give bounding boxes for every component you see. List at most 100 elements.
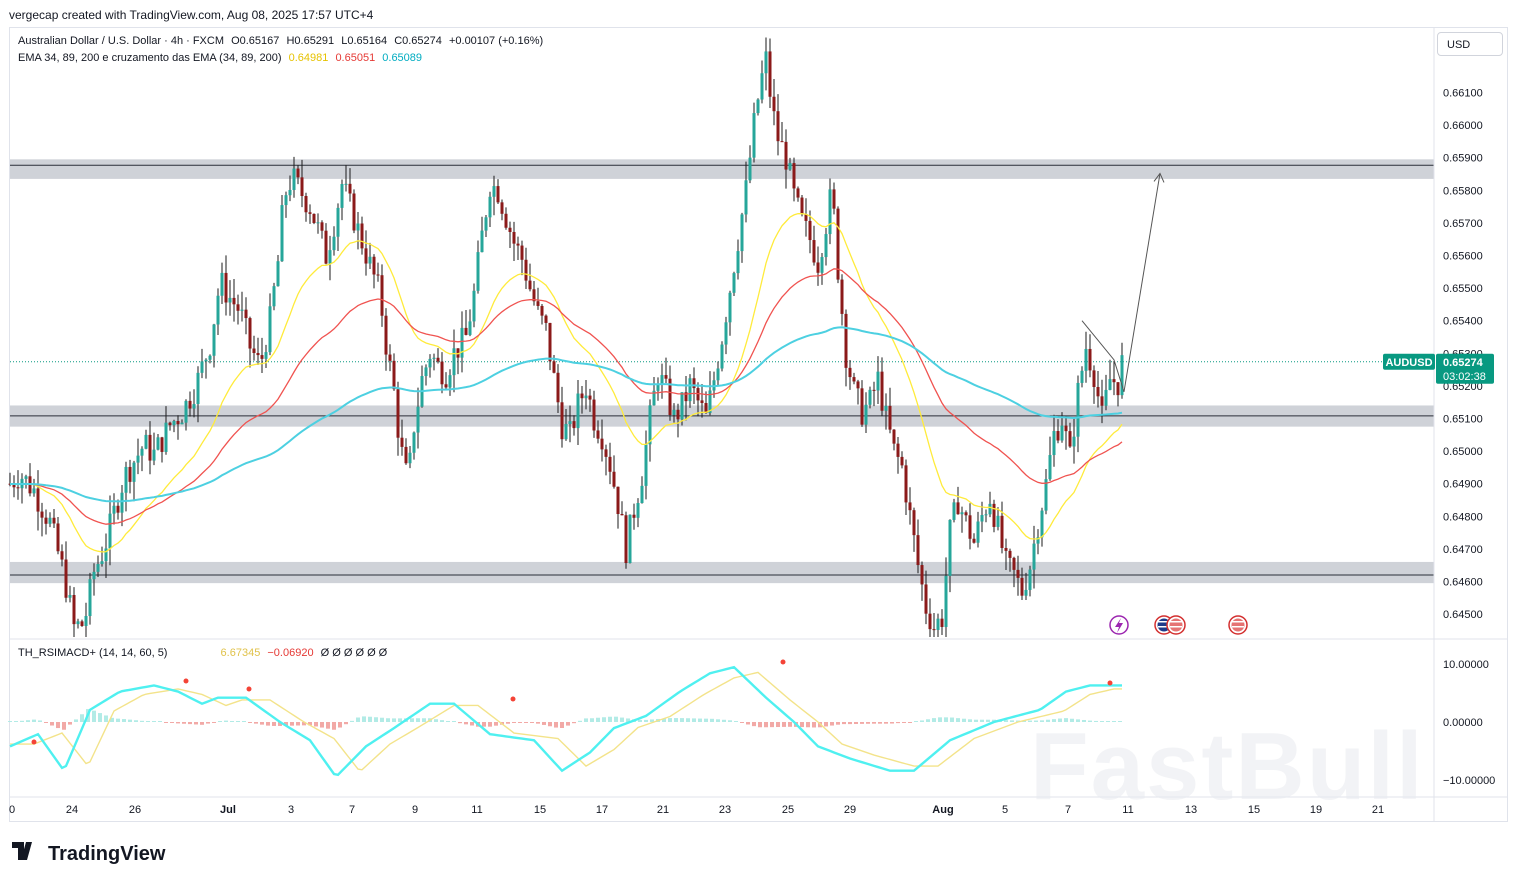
candle-159 <box>644 430 648 500</box>
osc-hist-bar <box>626 718 630 722</box>
candle-129 <box>524 247 528 290</box>
candle-112 <box>456 348 460 375</box>
osc-hist-bar <box>674 718 678 722</box>
osc-hist-bar <box>860 722 864 724</box>
candle-249 <box>1004 538 1008 571</box>
osc-value-2: −0.06920 <box>267 647 314 659</box>
osc-hist-bar <box>26 720 30 722</box>
candle-body <box>556 372 560 403</box>
candle-36 <box>152 432 156 466</box>
candle-body <box>552 361 556 373</box>
candle-body <box>584 395 588 399</box>
osc-hist-bar <box>266 722 270 726</box>
candle-body <box>544 315 548 323</box>
candle-body <box>996 515 1000 527</box>
candle-body <box>536 301 540 306</box>
osc-hist-bar <box>308 722 312 726</box>
candle-252 <box>1016 555 1020 596</box>
price-tick: 0.64800 <box>1443 511 1483 523</box>
osc-hist-bar <box>524 722 528 723</box>
drawn-wedge <box>1081 320 1125 392</box>
candle-body <box>108 513 112 549</box>
chart-frame <box>9 27 1508 822</box>
candle-47 <box>196 366 200 423</box>
osc-hist-bar <box>728 720 732 722</box>
osc-hist-bar <box>158 721 162 722</box>
candle-86 <box>352 189 356 234</box>
osc-hist-bar <box>734 721 738 722</box>
candle-59 <box>244 297 248 335</box>
tradingview-logo[interactable]: TradingView <box>12 834 165 866</box>
candle-130 <box>528 263 532 292</box>
candle-body <box>640 485 644 504</box>
candle-270 <box>1088 334 1092 378</box>
candle-217 <box>876 356 880 405</box>
candle-body <box>504 213 508 228</box>
candle-12 <box>56 517 60 555</box>
candle-52 <box>216 288 220 336</box>
candle-body <box>924 584 928 614</box>
osc-hist-bar <box>806 722 810 728</box>
candle-245 <box>988 491 992 518</box>
osc-hist-bar <box>296 722 300 726</box>
osc-hist-bar <box>122 719 126 722</box>
osc-hist-bar <box>554 722 558 728</box>
candle-body <box>932 629 936 631</box>
osc-hist-bar <box>608 716 612 722</box>
candle-body <box>1068 431 1072 447</box>
candle-body <box>360 223 364 249</box>
flag-stripe <box>1232 626 1244 628</box>
osc-hist-bar <box>596 717 600 722</box>
candle-body <box>520 245 524 260</box>
legend-open: O0.65167 <box>231 35 280 47</box>
candle-body <box>796 188 800 198</box>
candle-body <box>888 405 892 430</box>
candle-body <box>748 157 752 181</box>
candle-46 <box>192 389 196 418</box>
ema-89-line <box>9 268 1123 525</box>
price-tick: 0.65100 <box>1443 414 1483 426</box>
osc-hist-bar <box>1028 720 1032 722</box>
candle-body <box>792 163 796 189</box>
candle-body <box>264 352 268 359</box>
ema89-value: 0.65051 <box>335 52 376 64</box>
candle-157 <box>636 498 640 528</box>
osc-hist-bar <box>722 719 726 722</box>
osc-hist-bar <box>974 719 978 722</box>
candle-body <box>440 361 444 385</box>
osc-hist-bar <box>80 714 84 722</box>
candle-142 <box>576 380 580 446</box>
candle-body <box>940 618 944 627</box>
candle-body <box>304 195 308 213</box>
candle-body <box>356 223 360 231</box>
osc-hist-bar <box>512 722 516 723</box>
candle-body <box>208 355 212 360</box>
candle-body <box>228 297 232 303</box>
osc-hist-bar <box>92 710 96 722</box>
candle-body <box>1028 569 1032 590</box>
candle-94 <box>384 308 388 371</box>
osc-hist-bar <box>980 719 984 722</box>
candle-body <box>340 184 344 208</box>
candle-166 <box>672 403 676 423</box>
osc-hist-bar <box>848 722 852 725</box>
projection-arrowhead <box>1153 172 1165 183</box>
osc-hist-bar <box>1064 718 1068 722</box>
candle-220 <box>888 387 892 434</box>
osc-hist-bar <box>170 722 174 723</box>
candle-40 <box>168 421 172 431</box>
candle-body <box>1120 355 1124 396</box>
candle-body <box>776 111 780 142</box>
candle-161 <box>652 377 656 406</box>
candle-232 <box>936 613 940 637</box>
candle-254 <box>1024 572 1028 601</box>
candle-body <box>772 96 776 112</box>
candle-body <box>328 250 332 264</box>
candle-body <box>756 99 760 114</box>
candle-body <box>52 517 56 524</box>
currency-button[interactable]: USD <box>1437 32 1503 56</box>
candle-260 <box>1048 436 1052 481</box>
osc-hist-bar <box>482 722 486 727</box>
candle-133 <box>540 303 544 325</box>
